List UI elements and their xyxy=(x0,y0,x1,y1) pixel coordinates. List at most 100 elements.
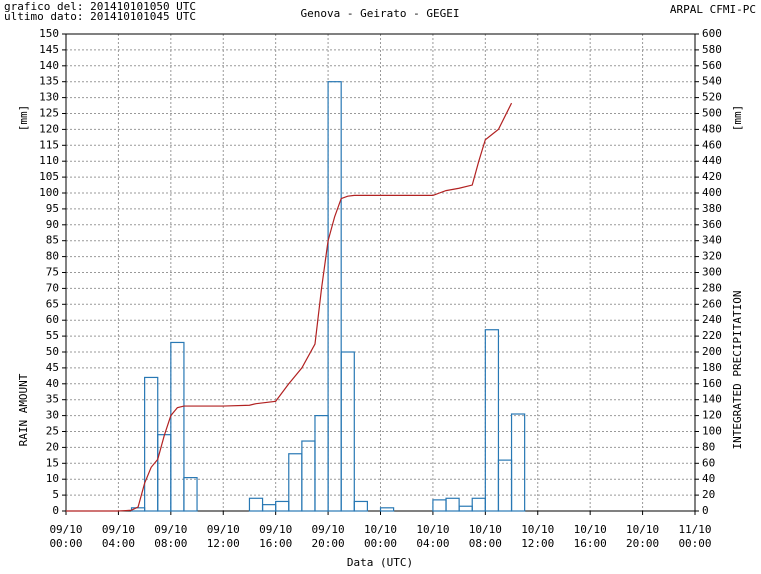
y-axis-unit: [mm] xyxy=(17,105,30,132)
bar xyxy=(445,497,460,512)
y2-tick-label: 360 xyxy=(702,218,722,231)
bar xyxy=(432,499,447,512)
bar xyxy=(261,504,277,512)
y-tick-label: 55 xyxy=(46,329,59,342)
y2-tick-label: 40 xyxy=(702,472,715,485)
bar xyxy=(484,329,500,512)
x-tick-label: 09/10 xyxy=(207,523,240,536)
y2-tick-label: 520 xyxy=(702,91,722,104)
x-tick-label: 10/10 xyxy=(469,523,502,536)
y-tick-label: 35 xyxy=(46,393,59,406)
y2-tick-label: 280 xyxy=(702,281,722,294)
y2-tick-label: 240 xyxy=(702,313,722,326)
y-tick-label: 25 xyxy=(46,425,59,438)
bar xyxy=(327,81,342,512)
y2-tick-label: 120 xyxy=(702,409,722,422)
bar xyxy=(353,500,368,512)
y2-tick-label: 60 xyxy=(702,456,715,469)
y2-tick-label: 400 xyxy=(702,186,722,199)
x-tick-label: 10/10 xyxy=(626,523,659,536)
x-tick-label: 09/10 xyxy=(154,523,187,536)
y2-axis-unit: [mm] xyxy=(731,105,744,132)
y-tick-label: 0 xyxy=(52,504,59,517)
x-tick-label: 10/10 xyxy=(364,523,397,536)
y-tick-label: 95 xyxy=(46,202,59,215)
y-tick-label: 145 xyxy=(39,43,59,56)
x-tick-label: 00:00 xyxy=(364,537,397,550)
bar xyxy=(275,500,290,512)
bar xyxy=(170,341,185,512)
bar xyxy=(301,440,316,512)
bar xyxy=(379,507,395,512)
x-tick-label: 20:00 xyxy=(312,537,345,550)
y2-tick-label: 580 xyxy=(702,43,722,56)
x-tick-label: 09/10 xyxy=(312,523,345,536)
y2-tick-label: 440 xyxy=(702,154,722,167)
y-tick-label: 85 xyxy=(46,234,59,247)
y-tick-label: 15 xyxy=(46,456,59,469)
y-tick-label: 5 xyxy=(52,488,59,501)
y2-tick-label: 540 xyxy=(702,75,722,88)
bar xyxy=(157,434,172,512)
chart-title: Genova - Geirato - GEGEI xyxy=(301,7,460,20)
y2-tick-label: 340 xyxy=(702,234,722,247)
y-tick-label: 100 xyxy=(39,186,59,199)
x-tick-label: 08:00 xyxy=(154,537,187,550)
y2-tick-label: 200 xyxy=(702,345,722,358)
y-tick-label: 50 xyxy=(46,345,59,358)
x-tick-label: 16:00 xyxy=(259,537,292,550)
bar xyxy=(340,351,355,512)
x-tick-label: 08:00 xyxy=(469,537,502,550)
y-tick-label: 65 xyxy=(46,297,59,310)
y2-tick-label: 460 xyxy=(702,138,722,151)
y-tick-label: 60 xyxy=(46,313,59,326)
y2-tick-label: 0 xyxy=(702,504,709,517)
y2-tick-label: 500 xyxy=(702,107,722,120)
bar xyxy=(497,459,513,512)
y2-tick-label: 480 xyxy=(702,122,722,135)
y2-tick-label: 140 xyxy=(702,393,722,406)
x-axis-label: Data (UTC) xyxy=(347,556,413,569)
y2-axis-label: INTEGRATED PRECIPITATION xyxy=(731,291,744,450)
x-tick-label: 16:00 xyxy=(574,537,607,550)
x-tick-label: 04:00 xyxy=(102,537,135,550)
line xyxy=(66,102,513,512)
y-tick-label: 150 xyxy=(39,27,59,40)
y-tick-label: 40 xyxy=(46,377,59,390)
y-tick-label: 135 xyxy=(39,75,59,88)
header-line: ultimo dato: 201410101045 UTC xyxy=(4,10,196,23)
y-tick-label: 20 xyxy=(46,440,59,453)
y-tick-label: 125 xyxy=(39,107,59,120)
y-tick-label: 75 xyxy=(46,266,59,279)
x-tick-label: 20:00 xyxy=(626,537,659,550)
y2-tick-label: 560 xyxy=(702,59,722,72)
bar xyxy=(458,505,473,512)
y2-tick-label: 100 xyxy=(702,425,722,438)
x-tick-label: 10/10 xyxy=(574,523,607,536)
y2-tick-label: 20 xyxy=(702,488,715,501)
x-tick-label: 00:00 xyxy=(49,537,82,550)
y-tick-label: 10 xyxy=(46,472,59,485)
y2-tick-label: 320 xyxy=(702,250,722,263)
x-tick-label: 09/10 xyxy=(102,523,135,536)
y2-tick-label: 80 xyxy=(702,440,715,453)
y2-tick-label: 220 xyxy=(702,329,722,342)
x-tick-label: 10/10 xyxy=(521,523,554,536)
y2-tick-label: 600 xyxy=(702,27,722,40)
y-tick-label: 140 xyxy=(39,59,59,72)
x-tick-label: 09/10 xyxy=(259,523,292,536)
header-line: grafico del: 201410101050 UTC xyxy=(4,0,196,13)
y-axis-label: RAIN AMOUNT xyxy=(17,373,30,446)
bar xyxy=(144,376,159,512)
bar xyxy=(510,413,526,512)
y2-tick-label: 380 xyxy=(702,202,722,215)
source: ARPAL CFMI-PC xyxy=(670,3,756,16)
y-tick-label: 130 xyxy=(39,91,59,104)
x-tick-label: 04:00 xyxy=(416,537,449,550)
y-tick-label: 90 xyxy=(46,218,59,231)
y2-tick-label: 180 xyxy=(702,361,722,374)
y2-tick-label: 300 xyxy=(702,266,722,279)
y-tick-label: 45 xyxy=(46,361,59,374)
bar xyxy=(471,497,486,512)
